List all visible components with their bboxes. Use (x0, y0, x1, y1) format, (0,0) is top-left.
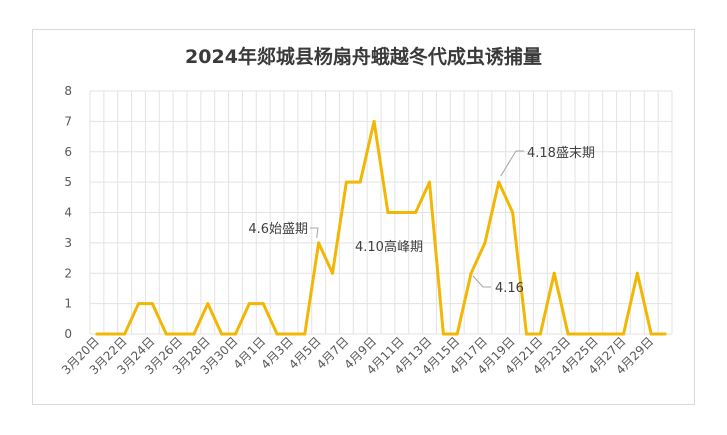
y-tick-label: 3 (64, 236, 72, 250)
grid-layer (89, 90, 673, 335)
annotation-leader (472, 275, 491, 288)
data-point (95, 332, 99, 336)
data-point (497, 180, 501, 184)
chart-frame (32, 29, 695, 405)
data-point (455, 332, 459, 336)
data-point (386, 211, 390, 214)
annotation-leader (500, 150, 524, 177)
annotation-layer: 4.6始盛期 4.10高峰期 4.16 4.18盛末期 (248, 146, 595, 296)
data-point (566, 332, 570, 336)
data-point (511, 211, 515, 214)
data-point (428, 180, 431, 184)
data-point (649, 332, 653, 336)
data-point (483, 241, 487, 245)
data-point (331, 271, 334, 275)
data-point (441, 332, 445, 336)
data-point (608, 332, 612, 336)
data-point (178, 332, 182, 336)
data-point (275, 332, 279, 336)
y-tick-label: 8 (64, 84, 72, 98)
y-tick-label: 4 (64, 206, 72, 220)
data-point (150, 302, 154, 306)
data-point (372, 119, 376, 123)
data-point (220, 332, 224, 336)
data-point (622, 332, 625, 336)
data-point (580, 332, 584, 336)
data-point (552, 271, 556, 275)
data-point (137, 302, 140, 306)
data-point (469, 271, 473, 275)
data-point (164, 332, 168, 336)
data-point (192, 332, 196, 336)
data-point (525, 332, 528, 336)
data-point (344, 180, 348, 184)
data-point (414, 211, 418, 214)
annotation-leader (310, 227, 319, 239)
data-point (234, 332, 237, 336)
y-tick-label: 2 (64, 266, 72, 280)
data-point (317, 241, 321, 245)
data-point (594, 332, 598, 336)
data-point (635, 271, 639, 275)
annotation-label: 4.18盛末期 (527, 146, 595, 161)
data-point (538, 332, 542, 336)
data-point (247, 302, 251, 306)
data-point (303, 332, 307, 336)
annotation-label: 4.16 (495, 281, 524, 296)
data-point (109, 332, 113, 336)
data-point (206, 302, 210, 306)
chart-title: 2024年郯城县杨扇舟蛾越冬代成虫诱捕量 (185, 46, 542, 68)
y-tick-label: 0 (64, 327, 72, 341)
annotation-label: 4.6始盛期 (248, 222, 308, 237)
data-point (663, 332, 667, 336)
y-tick-label: 5 (64, 175, 72, 189)
data-point (123, 332, 127, 336)
annotation-label: 4.10高峰期 (355, 239, 423, 255)
series-line (95, 119, 667, 336)
data-point (289, 332, 293, 336)
data-point (358, 180, 362, 184)
y-tick-label: 1 (64, 297, 72, 311)
data-point (261, 302, 265, 306)
y-tick-label: 6 (64, 145, 72, 159)
data-point (400, 211, 404, 214)
series-layer (95, 119, 667, 336)
y-tick-label: 7 (64, 114, 72, 128)
